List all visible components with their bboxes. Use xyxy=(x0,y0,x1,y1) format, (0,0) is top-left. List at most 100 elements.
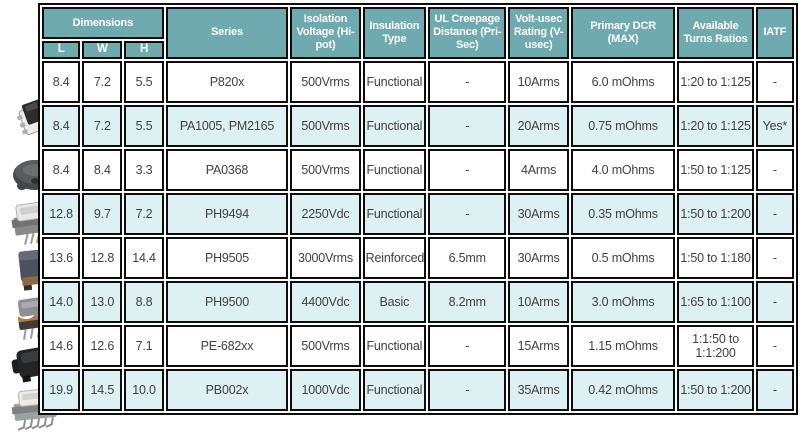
cell-l: 12.8 xyxy=(42,192,81,235)
cell-isolation-voltage: 4400Vdc xyxy=(290,280,361,323)
cell-ul-creepage: - xyxy=(428,324,507,367)
cell-volt-usec: 30Arms xyxy=(508,192,569,235)
cell-ul-creepage: - xyxy=(428,104,507,147)
table-row: 14.0 13.0 8.8 PH9500 4400Vdc Basic 8.2mm 10Arms… xyxy=(42,280,794,323)
cell-l: 14.0 xyxy=(42,280,81,323)
cell-series: PA1005, PM2165 xyxy=(165,104,289,147)
cell-volt-usec: 30Arms xyxy=(508,236,569,279)
cell-turns-ratios: 1:50 to 1:200 xyxy=(677,368,754,411)
cell-volt-usec: 15Arms xyxy=(508,324,569,367)
cell-ul-creepage: - xyxy=(428,60,507,103)
cell-primary-dcr: 1.15 mOhms xyxy=(570,324,676,367)
cell-ul-creepage: 8.2mm xyxy=(428,280,507,323)
cell-turns-ratios: 1:20 to 1:125 xyxy=(677,60,754,103)
cell-ul-creepage: - xyxy=(428,192,507,235)
cell-iatf: - xyxy=(755,280,794,323)
cell-l: 19.9 xyxy=(42,368,81,411)
cell-l: 14.6 xyxy=(42,324,81,367)
cell-ul-creepage: - xyxy=(428,148,507,191)
cell-volt-usec: 20Arms xyxy=(508,104,569,147)
table-row: 13.6 12.8 14.4 PH9505 3000Vrms Reinforced 6.5m… xyxy=(42,236,794,279)
cell-iatf: - xyxy=(755,60,794,103)
cell-w: 9.7 xyxy=(82,192,123,235)
table-row: 8.4 8.4 3.3 PA0368 500Vrms Functional -4Arms 4.… xyxy=(42,148,794,191)
cell-insulation-type: Functional xyxy=(362,104,427,147)
cell-volt-usec: 10Arms xyxy=(508,280,569,323)
cell-l: 8.4 xyxy=(42,104,81,147)
cell-insulation-type: Functional xyxy=(362,324,427,367)
column-header-isolation-voltage: Isolation Voltage (Hi-pot) xyxy=(290,7,361,59)
cell-insulation-type: Functional xyxy=(362,60,427,103)
cell-series: PE-682xx xyxy=(165,324,289,367)
column-header-dimensions: Dimensions xyxy=(42,7,164,39)
column-header-iatf: IATF xyxy=(755,7,794,59)
cell-primary-dcr: 0.42 mOhms xyxy=(570,368,676,411)
cell-turns-ratios: 1:50 to 1:125 xyxy=(677,148,754,191)
table-row: 8.4 7.2 5.5 P820x 500Vrms Functional -10Arms 6.… xyxy=(42,60,794,103)
cell-ul-creepage: 6.5mm xyxy=(428,236,507,279)
cell-insulation-type: Functional xyxy=(362,368,427,411)
cell-w: 7.2 xyxy=(82,104,123,147)
cell-turns-ratios: 1:50 to 1:180 xyxy=(677,236,754,279)
cell-h: 7.1 xyxy=(124,324,164,367)
cell-h: 5.5 xyxy=(124,60,164,103)
column-header-series: Series xyxy=(165,7,289,59)
cell-h: 7.2 xyxy=(124,192,164,235)
cell-primary-dcr: 0.35 mOhms xyxy=(570,192,676,235)
table-body: 8.4 7.2 5.5 P820x 500Vrms Functional -10Arms 6.… xyxy=(42,60,794,411)
cell-primary-dcr: 6.0 mOhms xyxy=(570,60,676,103)
cell-iatf: Yes* xyxy=(755,104,794,147)
cell-primary-dcr: 0.5 mOhms xyxy=(570,236,676,279)
cell-volt-usec: 35Arms xyxy=(508,368,569,411)
column-header-primary-dcr: Primary DCR (MAX) xyxy=(570,7,676,59)
cell-iatf: - xyxy=(755,324,794,367)
cell-turns-ratios: 1:65 to 1:100 xyxy=(677,280,754,323)
product-selection-table: Dimensions Series Isolation Voltage (Hi-… xyxy=(38,3,798,415)
column-header-turns-ratios: Available Turns Ratios xyxy=(677,7,754,59)
cell-volt-usec: 4Arms xyxy=(508,148,569,191)
cell-primary-dcr: 4.0 mOhms xyxy=(570,148,676,191)
cell-volt-usec: 10Arms xyxy=(508,60,569,103)
cell-turns-ratios: 1:20 to 1:125 xyxy=(677,104,754,147)
cell-l: 13.6 xyxy=(42,236,81,279)
cell-insulation-type: Reinforced xyxy=(362,236,427,279)
cell-w: 14.5 xyxy=(82,368,123,411)
cell-series: P820x xyxy=(165,60,289,103)
cell-h: 10.0 xyxy=(124,368,164,411)
table-row: 14.6 12.6 7.1 PE-682xx 500Vrms Functional -15A… xyxy=(42,324,794,367)
column-header-volt-usec: Volt-usec Rating (V-usec) xyxy=(508,7,569,59)
cell-h: 5.5 xyxy=(124,104,164,147)
column-header-ul-creepage: UL Creepage Distance (Pri-Sec) xyxy=(428,7,507,59)
cell-iatf: - xyxy=(755,368,794,411)
cell-ul-creepage: - xyxy=(428,368,507,411)
column-header-width: W xyxy=(82,41,123,59)
cell-turns-ratios: 1:1:50 to 1:1:200 xyxy=(677,324,754,367)
cell-w: 12.8 xyxy=(82,236,123,279)
cell-isolation-voltage: 500Vrms xyxy=(290,104,361,147)
column-header-insulation-type: Insulation Type xyxy=(362,7,427,59)
cell-insulation-type: Functional xyxy=(362,192,427,235)
cell-isolation-voltage: 500Vrms xyxy=(290,324,361,367)
cell-insulation-type: Functional xyxy=(362,148,427,191)
cell-h: 3.3 xyxy=(124,148,164,191)
cell-isolation-voltage: 3000Vrms xyxy=(290,236,361,279)
cell-turns-ratios: 1:50 to 1:200 xyxy=(677,192,754,235)
cell-h: 14.4 xyxy=(124,236,164,279)
cell-isolation-voltage: 1000Vdc xyxy=(290,368,361,411)
cell-w: 13.0 xyxy=(82,280,123,323)
column-header-height: H xyxy=(124,41,164,59)
cell-l: 8.4 xyxy=(42,148,81,191)
cell-series: PH9505 xyxy=(165,236,289,279)
cell-series: PB002x xyxy=(165,368,289,411)
cell-w: 8.4 xyxy=(82,148,123,191)
table-row: 19.9 14.5 10.0 PB002x 1000Vdc Functional -35Ar… xyxy=(42,368,794,411)
cell-insulation-type: Basic xyxy=(362,280,427,323)
cell-w: 12.6 xyxy=(82,324,123,367)
table-header: Dimensions Series Isolation Voltage (Hi-… xyxy=(42,7,794,59)
cell-primary-dcr: 0.75 mOhms xyxy=(570,104,676,147)
cell-iatf: - xyxy=(755,148,794,191)
cell-iatf: - xyxy=(755,192,794,235)
cell-series: PH9494 xyxy=(165,192,289,235)
table-row: 8.4 7.2 5.5 PA1005, PM2165 500Vrms Functional… xyxy=(42,104,794,147)
